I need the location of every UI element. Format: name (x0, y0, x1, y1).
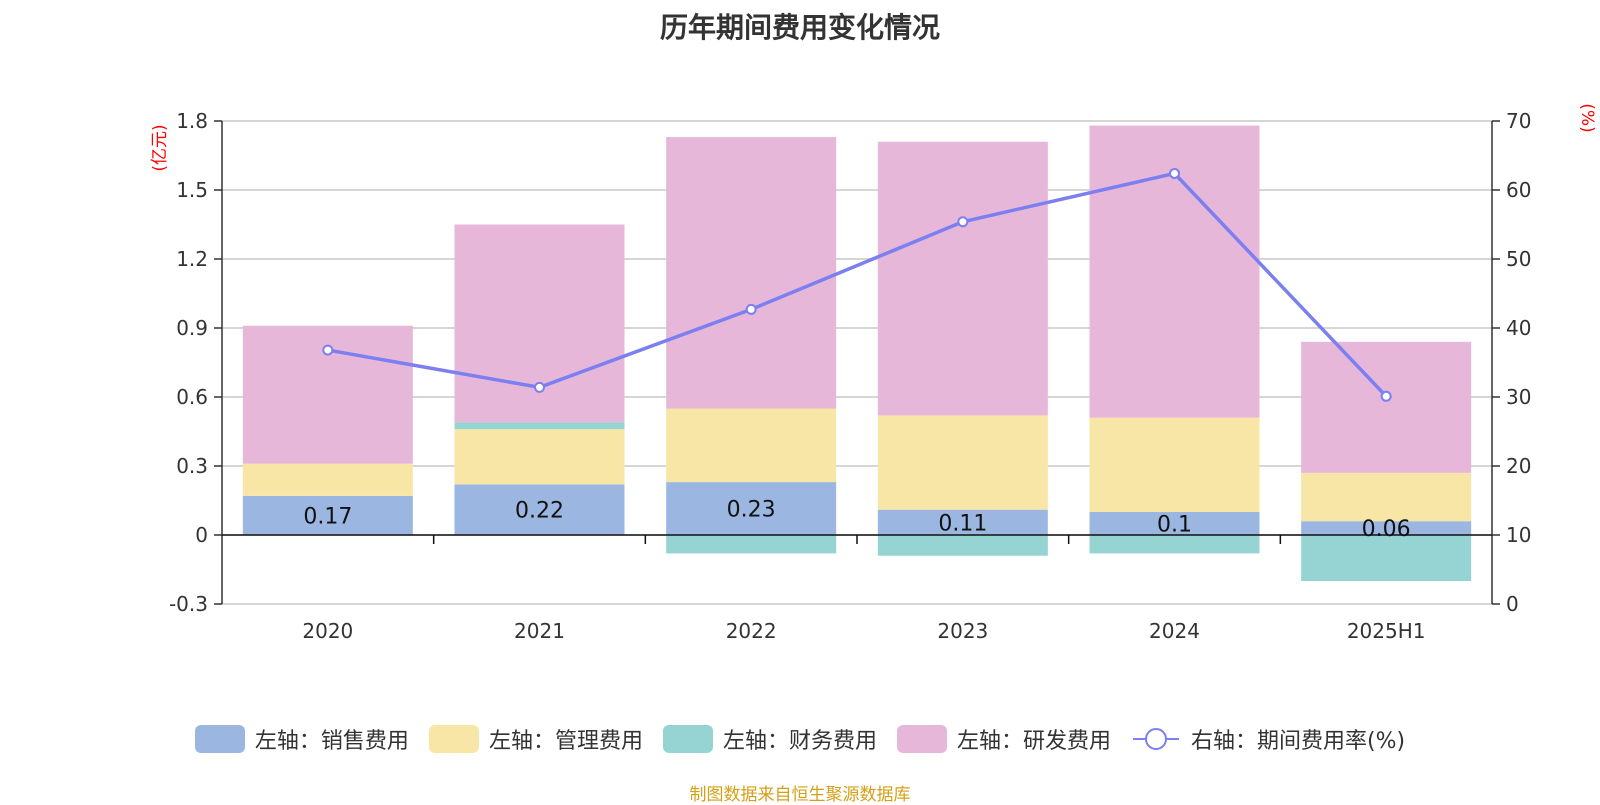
legend: 左轴：销售费用 左轴：管理费用 左轴：财务费用 左轴：研发费用 右轴：期间费用率(%) (0, 722, 1600, 756)
bar (454, 422, 625, 430)
right-tick-label: 40 (1506, 316, 1531, 340)
bar-value-label: 0.23 (727, 498, 776, 523)
left-tick-label: -0.3 (169, 592, 208, 616)
axes: -0.3 0 0.3 0.6 0.9 1.2 1.5 1.8 0 10 20 30 40 50 60 70 (亿… (150, 103, 1597, 643)
legend-label: 左轴：管理费用 (488, 729, 643, 754)
left-tick-label: 0.9 (176, 316, 208, 340)
rate-point (957, 216, 969, 228)
legend-item[interactable]: 左轴：管理费用 (428, 723, 643, 755)
right-tick-label: 50 (1506, 247, 1531, 271)
bar (1301, 341, 1472, 473)
bar (1089, 535, 1260, 554)
legend-item[interactable]: 右轴：期间费用率(%) (1131, 723, 1405, 755)
bar (666, 535, 837, 554)
rate-line (327, 171, 1388, 398)
legend-item[interactable]: 左轴：研发费用 (896, 723, 1111, 755)
left-tick-label: 1.8 (176, 109, 208, 133)
legend-item[interactable]: 左轴：财务费用 (662, 723, 877, 755)
bar-value-label: 0.06 (1362, 517, 1411, 542)
legend-line-swatch (1132, 728, 1179, 750)
rate-point (745, 303, 757, 315)
right-unit-label: (%) (1577, 103, 1597, 132)
bar (877, 415, 1048, 510)
bar-series (242, 125, 1472, 581)
x-tick-label: 2021 (514, 619, 565, 643)
x-tick-label: 2025H1 (1347, 619, 1426, 643)
bar-value-label: 0.11 (938, 511, 987, 536)
rate-point (1169, 167, 1180, 179)
source-note: 制图数据来自恒生聚源数据库 (689, 785, 911, 805)
bar (1301, 535, 1472, 581)
legend-label: 左轴：销售费用 (254, 729, 409, 754)
bar (877, 141, 1048, 416)
bar (1301, 472, 1472, 522)
right-tick-label: 30 (1506, 385, 1531, 409)
right-tick-label: 10 (1506, 523, 1531, 547)
left-unit-label: (亿元) (150, 124, 170, 171)
bar (1301, 521, 1472, 535)
legend-swatch (662, 725, 713, 753)
bar (1089, 417, 1260, 512)
bar-value-label: 0.1 (1157, 513, 1192, 538)
line-series (322, 167, 1392, 402)
x-tick-label: 2024 (1149, 619, 1200, 643)
rate-point (1380, 390, 1392, 402)
rate-point (322, 344, 334, 356)
bar (877, 535, 1048, 556)
bar (242, 463, 413, 496)
legend-item[interactable]: 左轴：销售费用 (194, 723, 409, 755)
legend-label: 右轴：期间费用率(%) (1190, 729, 1406, 754)
legend-swatch (428, 725, 479, 753)
bar-value-label: 0.22 (515, 499, 564, 524)
bar (666, 408, 837, 483)
left-tick-label: 1.2 (176, 247, 208, 271)
bar (666, 482, 837, 535)
right-tick-label: 60 (1506, 178, 1531, 202)
chart-area: -0.3 0 0.3 0.6 0.9 1.2 1.5 1.8 0 10 20 30 40 50 60 70 (亿… (150, 103, 1597, 643)
bar (454, 429, 625, 485)
x-tick-label: 2023 (937, 619, 988, 643)
bar (877, 509, 1048, 535)
bar-value-label: 0.17 (303, 504, 352, 529)
legend-line-marker (1144, 728, 1167, 750)
right-tick-label: 20 (1506, 454, 1531, 478)
left-tick-label: 1.5 (176, 178, 208, 202)
left-tick-label: 0 (195, 523, 208, 547)
data-labels: 0.17 0.22 0.23 0.11 0.1 0.06 (303, 498, 1410, 543)
chart-title: 历年期间费用变化情况 (659, 11, 940, 44)
legend-label: 左轴：研发费用 (956, 729, 1111, 754)
right-tick-label: 0 (1506, 592, 1519, 616)
bar (242, 495, 413, 535)
legend-swatch (896, 725, 947, 753)
bar (666, 137, 837, 409)
right-tick-label: 70 (1506, 109, 1531, 133)
left-tick-label: 0.6 (176, 385, 208, 409)
bar (1089, 512, 1260, 535)
legend-label: 左轴：财务费用 (722, 729, 877, 754)
left-tick-label: 0.3 (176, 454, 208, 478)
x-tick-label: 2022 (726, 619, 777, 643)
x-tick-label: 2020 (302, 619, 353, 643)
legend-swatch (194, 725, 245, 753)
bar (454, 484, 625, 535)
rate-point (534, 381, 545, 393)
